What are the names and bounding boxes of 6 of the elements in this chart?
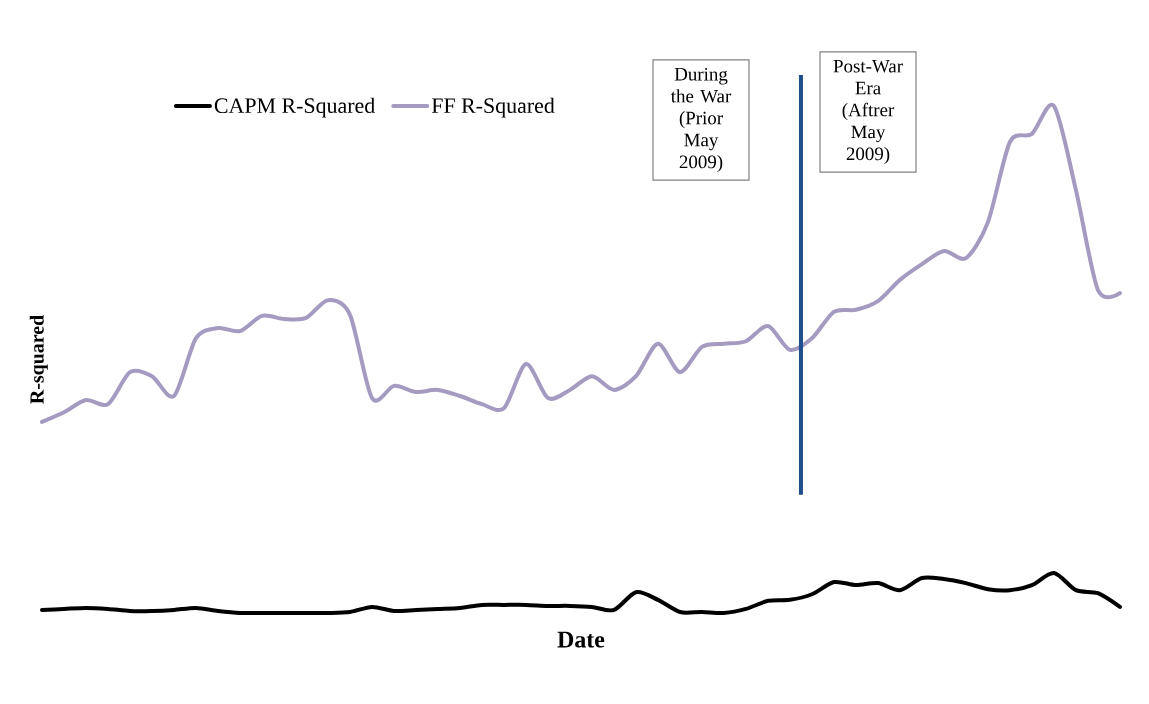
legend-label: CAPM R-Squared [214, 97, 375, 118]
x-axis-title: Date [557, 631, 605, 648]
annotation: Post-War Era (Aftrer May 2009) [833, 59, 903, 165]
y-axis-title: R-squared [29, 315, 48, 404]
legend-label: FF R-Squared [431, 97, 555, 118]
annotation: During the War (Prior May 2009) [670, 67, 732, 173]
